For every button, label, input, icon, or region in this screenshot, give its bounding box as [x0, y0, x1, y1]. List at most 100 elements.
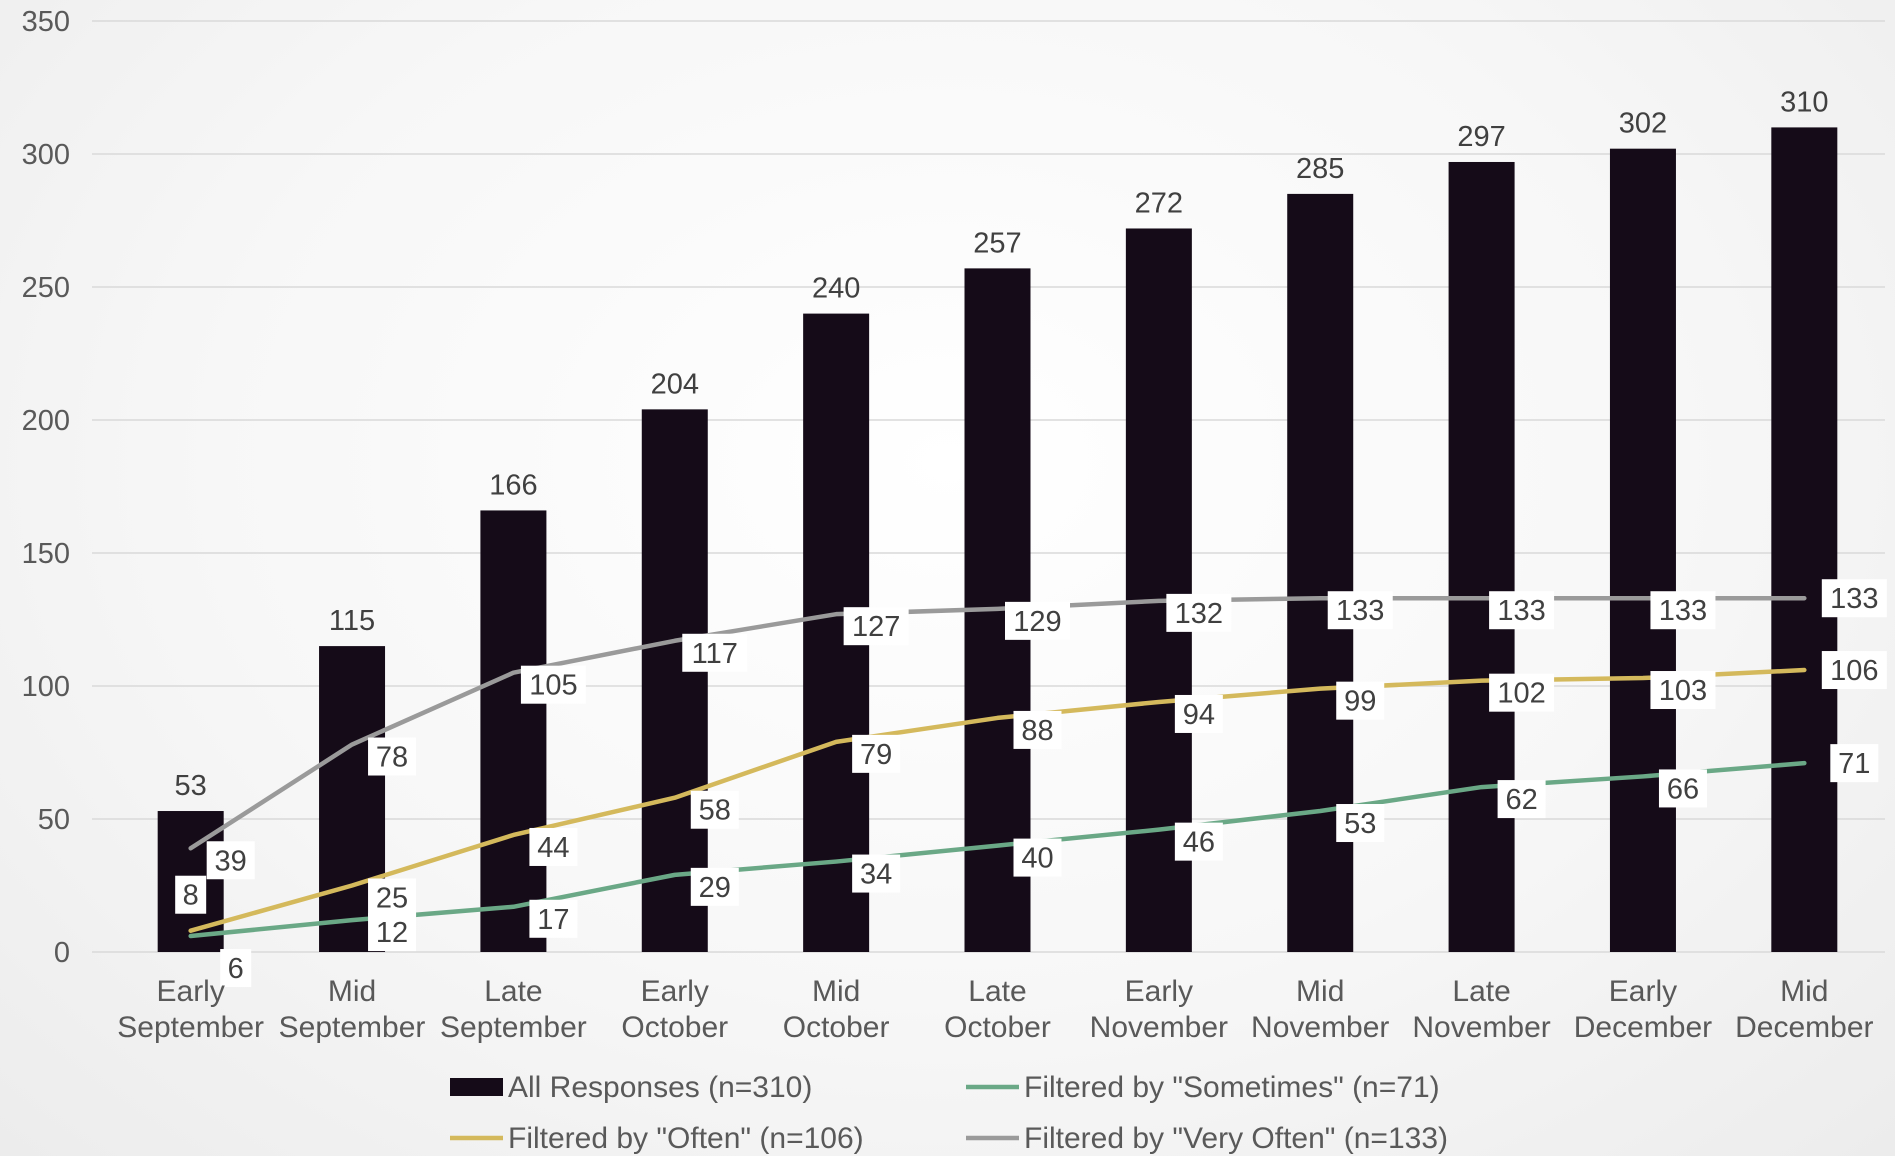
- x-tick-label: November: [1090, 1011, 1228, 1044]
- label-text: 44: [537, 832, 569, 864]
- line-value-label: 39: [206, 841, 255, 880]
- line-value-label: 6: [220, 949, 252, 988]
- label-text: 6: [228, 953, 244, 985]
- bar: [1609, 148, 1676, 952]
- label-text: 129: [1013, 606, 1061, 638]
- bar: [1771, 127, 1838, 952]
- y-tick-label: 200: [22, 405, 70, 437]
- label-text: 40: [1021, 843, 1053, 875]
- label-box: [690, 790, 739, 829]
- line-labels: 6 12 17 29 34 40 46 53 62 66 71 8 25 44 58 79 88 94 99 102 1…: [175, 579, 1887, 988]
- line-value-label: 88: [1013, 710, 1062, 749]
- x-tick-label: September: [117, 1011, 264, 1044]
- label-text: 79: [860, 739, 892, 771]
- label-box: [1650, 671, 1716, 710]
- x-tick-label: September: [440, 1011, 587, 1044]
- label-box: [368, 878, 417, 917]
- line-value-label: 44: [529, 827, 578, 866]
- x-tick-label: Mid: [1780, 975, 1828, 1008]
- line-value-label: 94: [1174, 694, 1223, 733]
- line-value-label: 40: [1013, 838, 1062, 877]
- bar-value-label: 257: [973, 227, 1021, 259]
- label-text: 71: [1838, 748, 1870, 780]
- label-box: [529, 899, 578, 938]
- bar-value-label: 240: [812, 273, 860, 305]
- label-box: [682, 633, 748, 672]
- line-value-label: 78: [368, 737, 417, 776]
- label-text: 62: [1505, 784, 1537, 816]
- label-box: [368, 737, 417, 776]
- label-box: [1821, 651, 1887, 690]
- line-value-label: 133: [1821, 579, 1887, 618]
- x-tick-label: Early: [641, 975, 709, 1008]
- line-value-label: 133: [1650, 591, 1716, 630]
- line-value-label: 29: [690, 867, 739, 906]
- label-text: 94: [1183, 699, 1215, 731]
- label-box: [220, 949, 252, 988]
- label-box: [852, 854, 901, 893]
- y-tick-label: 250: [22, 272, 70, 304]
- label-text: 58: [699, 795, 731, 827]
- label-text: 39: [215, 845, 247, 877]
- bar-labels: 53 115 166 204 240 257 272 285 297 302 310: [175, 86, 1829, 802]
- label-text: 78: [376, 742, 408, 774]
- label-box: [1830, 744, 1879, 783]
- x-tick-label: Late: [484, 975, 542, 1008]
- line-value-label: 117: [682, 633, 748, 672]
- bar-value-label: 115: [329, 605, 375, 637]
- label-box: [1336, 681, 1385, 720]
- label-text: 106: [1830, 655, 1878, 687]
- label-text: 127: [852, 611, 900, 643]
- label-box: [852, 734, 901, 773]
- label-box: [1650, 591, 1716, 630]
- bar-value-label: 285: [1296, 153, 1344, 185]
- bar-value-label: 166: [489, 469, 537, 501]
- label-box: [1489, 591, 1555, 630]
- label-box: [1166, 593, 1232, 632]
- label-box: [1489, 673, 1555, 712]
- label-text: 34: [860, 859, 892, 891]
- line-value-label: 132: [1166, 593, 1232, 632]
- x-tick-label: October: [944, 1011, 1051, 1044]
- x-tick-label: Late: [1452, 975, 1510, 1008]
- x-tick-label: November: [1251, 1011, 1389, 1044]
- label-box: [1658, 769, 1707, 808]
- y-tick-label: 150: [22, 538, 70, 570]
- x-tick-label: Mid: [328, 975, 376, 1008]
- label-text: 53: [1344, 808, 1376, 840]
- bar-value-label: 272: [1135, 187, 1183, 219]
- label-text: 29: [699, 872, 731, 904]
- line-value-label: 129: [1005, 601, 1070, 640]
- x-tick-label: Mid: [1296, 975, 1344, 1008]
- bar-value-label: 302: [1619, 108, 1667, 140]
- label-box: [1336, 804, 1385, 843]
- label-text: 46: [1183, 827, 1215, 859]
- line-value-label: 58: [690, 790, 739, 829]
- x-axis-ticks: EarlySeptemberMidSeptemberLateSeptemberE…: [117, 975, 1873, 1044]
- label-text: 99: [1344, 686, 1376, 718]
- x-tick-label: December: [1574, 1011, 1712, 1044]
- legend-label: Filtered by "Sometimes" (n=71): [1024, 1071, 1440, 1104]
- x-tick-label: December: [1735, 1011, 1873, 1044]
- label-box: [1005, 601, 1070, 640]
- label-box: [1174, 694, 1223, 733]
- legend-label: Filtered by "Often" (n=106): [508, 1122, 864, 1155]
- x-tick-label: September: [279, 1011, 426, 1044]
- label-box: [1327, 591, 1393, 630]
- legend-swatch: [450, 1078, 503, 1096]
- label-text: 8: [183, 880, 199, 912]
- label-box: [1013, 710, 1062, 749]
- label-text: 133: [1336, 595, 1384, 627]
- x-tick-label: October: [621, 1011, 728, 1044]
- x-tick-label: November: [1412, 1011, 1550, 1044]
- label-box: [1821, 579, 1887, 618]
- legend-item: Filtered by "Often" (n=106): [450, 1122, 864, 1155]
- line-value-label: 62: [1497, 780, 1546, 819]
- legend-item: All Responses (n=310): [450, 1071, 812, 1104]
- x-tick-label: Early: [1125, 975, 1193, 1008]
- label-text: 103: [1659, 675, 1707, 707]
- line-value-label: 105: [520, 665, 586, 704]
- y-axis-ticks: 0 50 100 150 200 250 300 350: [22, 6, 70, 969]
- label-text: 102: [1497, 678, 1545, 710]
